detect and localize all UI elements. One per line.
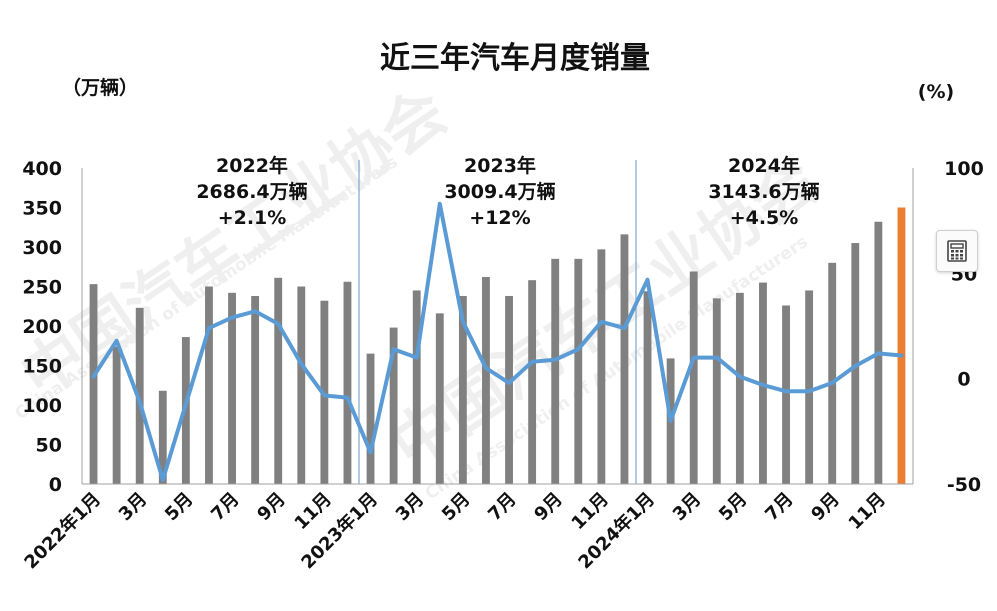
x-tick-label: 2022年1月 <box>20 488 105 573</box>
bar <box>135 307 144 484</box>
annotation-total: 3009.4万辆 <box>444 180 555 203</box>
calculator-button[interactable] <box>936 230 978 272</box>
y-left-tick-label: 0 <box>49 474 62 496</box>
x-tick-label: 9月 <box>530 489 566 525</box>
bar <box>551 258 560 484</box>
y-left-tick-label: 300 <box>22 237 62 259</box>
bar <box>89 284 98 484</box>
annotation-year: 2024年 <box>728 154 800 177</box>
calculator-icon <box>947 240 967 262</box>
x-tick-label: 3月 <box>115 489 151 525</box>
x-tick-label: 7月 <box>207 489 243 525</box>
y-left-tick-label: 400 <box>22 158 62 180</box>
bar <box>366 353 375 484</box>
y-right-axis-label: (%) <box>918 81 954 103</box>
x-tick-label: 3月 <box>392 489 428 525</box>
annotation-total: 2686.4万辆 <box>196 180 307 203</box>
bar <box>805 290 814 484</box>
x-tick-label: 9月 <box>807 489 843 525</box>
bar <box>458 295 467 484</box>
bar <box>712 298 721 484</box>
x-tick-label: 7月 <box>761 489 797 525</box>
bar <box>228 292 236 484</box>
y-right-tick-label: 0 <box>957 369 970 391</box>
x-tick-label: 5月 <box>161 489 197 525</box>
annotation-year: 2023年 <box>464 154 536 177</box>
annotation-growth: +12% <box>469 207 530 229</box>
bar <box>412 290 421 484</box>
x-tick-label: 11月 <box>845 489 890 534</box>
bar <box>112 346 121 484</box>
bar <box>343 281 352 484</box>
y-left-tick-label: 150 <box>22 356 62 378</box>
axes <box>81 168 914 485</box>
x-tick-label: 7月 <box>484 489 520 525</box>
year-annotations: 2022年 2686.4万辆 +2.1% 2023年 3009.4万辆 +12% 2024年… <box>196 154 819 229</box>
y-left-tick-label: 250 <box>22 277 62 299</box>
bar <box>828 262 837 484</box>
y-right-tick-label: 100 <box>944 158 984 180</box>
y-left-tick-label: 100 <box>22 395 62 417</box>
bar <box>158 390 167 484</box>
bar <box>574 258 583 484</box>
bar <box>689 271 698 484</box>
bar <box>528 280 537 484</box>
bar <box>274 277 283 484</box>
y-right-tick-label: -50 <box>947 474 981 496</box>
x-tick-label: 5月 <box>715 489 751 525</box>
y-left-tick-label: 50 <box>36 435 62 457</box>
y-left-tick-label: 350 <box>22 198 62 220</box>
y-left-tick-label: 200 <box>22 316 62 338</box>
growth-line <box>91 201 904 482</box>
annotation-total: 3143.6万辆 <box>708 180 819 203</box>
bar <box>251 295 260 484</box>
bar <box>435 313 444 484</box>
bar <box>782 305 790 484</box>
bar <box>389 327 398 484</box>
bar <box>851 243 860 484</box>
bar <box>735 292 744 484</box>
annotation-growth: +4.5% <box>730 207 799 229</box>
chart-title: 近三年汽车月度销量 <box>380 41 650 76</box>
x-tick-label: 3月 <box>669 489 705 525</box>
annotation-year: 2022年 <box>216 154 288 177</box>
annotation-growth: +2.1% <box>218 207 287 229</box>
bar <box>482 277 490 484</box>
bar <box>297 286 306 484</box>
bar <box>205 286 213 484</box>
bar <box>643 291 652 484</box>
bar <box>505 295 513 484</box>
x-tick-label: 9月 <box>253 489 289 525</box>
line-series <box>91 201 904 482</box>
bar <box>620 234 629 484</box>
bar <box>897 207 906 484</box>
bar <box>597 249 606 484</box>
y-left-ticks: 0 50 100 150 200 250 300 350 400 <box>22 158 62 496</box>
y-left-axis-label: （万辆） <box>62 76 138 99</box>
